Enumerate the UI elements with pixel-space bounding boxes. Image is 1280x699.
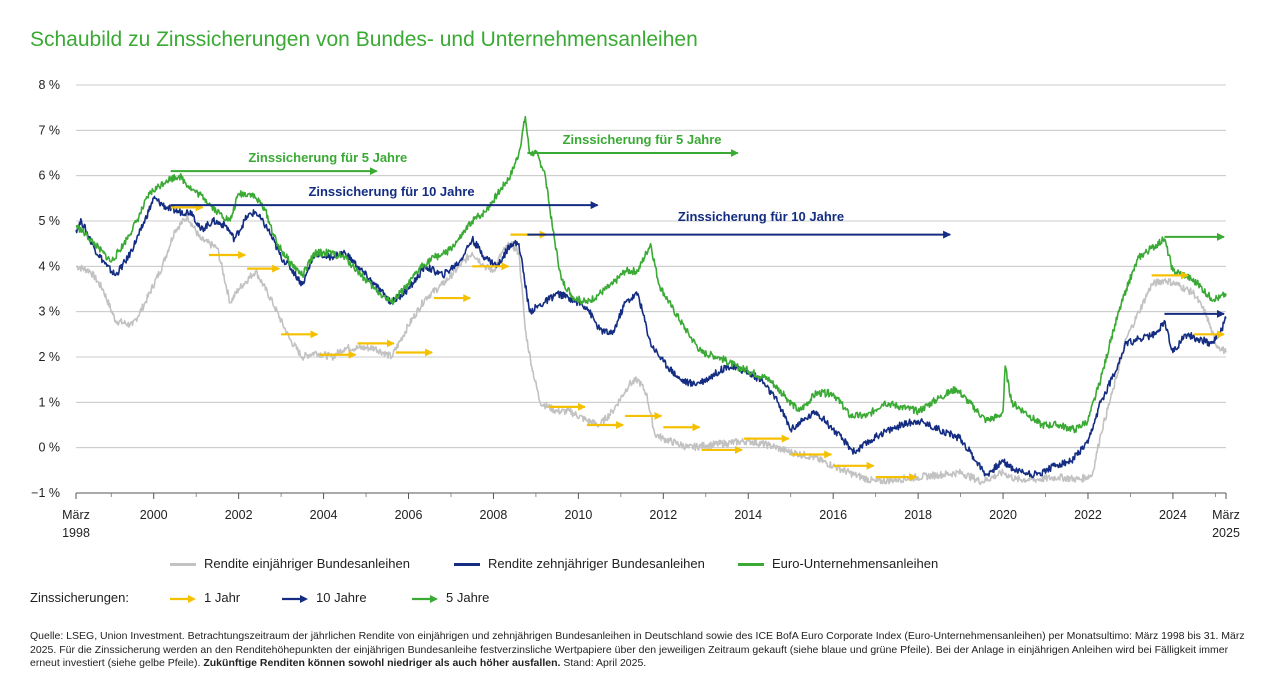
- x-tick-label: 2008: [480, 508, 508, 522]
- legend-item-zehnjaehrig: Rendite zehnjähriger Bundesanleihen: [454, 556, 705, 571]
- x-tick-label: 2016: [819, 508, 847, 522]
- annotation-label: Zinssicherung für 5 Jahre: [563, 132, 722, 147]
- legend-hedge-10jahre: 10 Jahre: [282, 590, 367, 605]
- x-tick-label: 2004: [310, 508, 338, 522]
- y-tick-label: 0 %: [38, 441, 60, 455]
- legend-hedge-label-1jahr: 1 Jahr: [204, 590, 241, 605]
- arrow-icon-yellow: [170, 594, 196, 603]
- series-line-einjaehrig: [75, 213, 1227, 486]
- x-tick-label: 2020: [989, 508, 1017, 522]
- legend-swatch-green: [738, 563, 764, 567]
- y-tick-label: 3 %: [38, 305, 60, 319]
- legend-hedge-label-10jahre: 10 Jahre: [316, 590, 367, 605]
- x-tick-label: 2018: [904, 508, 932, 522]
- x-tick-label: 2024: [1159, 508, 1187, 522]
- y-tick-label: 4 %: [38, 259, 60, 273]
- legend-swatch-blue: [454, 563, 480, 567]
- x-tick-label: 2006: [395, 508, 423, 522]
- y-tick-label: 1 %: [38, 395, 60, 409]
- y-tick-label: 6 %: [38, 169, 60, 183]
- chart-title: Schaubild zu Zinssicherungen von Bundes-…: [30, 28, 698, 51]
- x-tick-label: 2002: [225, 508, 253, 522]
- x-tick-label-year: 1998: [62, 526, 90, 540]
- x-tick-label: 2012: [649, 508, 677, 522]
- y-tick-label: 2 %: [38, 350, 60, 364]
- series-line-zehnjaehrig: [75, 195, 1227, 479]
- legend-label-zehnjaehrig: Rendite zehnjähriger Bundesanleihen: [488, 556, 705, 571]
- legend-hedge-1jahr: 1 Jahr: [170, 590, 240, 605]
- y-tick-label: 5 %: [38, 214, 60, 228]
- legend-label-einjaehrig: Rendite einjähriger Bundesanleihen: [204, 556, 410, 571]
- x-tick-label-year: 2025: [1212, 526, 1240, 540]
- arrow-icon-green: [412, 594, 438, 603]
- legend-item-euro: Euro-Unternehmensanleihen: [738, 556, 938, 571]
- x-tick-label: 2014: [734, 508, 762, 522]
- y-tick-label: −1 %: [31, 486, 60, 500]
- annotation-label: Zinssicherung für 5 Jahre: [248, 150, 407, 165]
- y-tick-label: 7 %: [38, 123, 60, 137]
- legend-hedge-5jahre: 5 Jahre: [412, 590, 489, 605]
- legend-hedges-title: Zinssicherungen:: [30, 590, 129, 605]
- source-note: Quelle: LSEG, Union Investment. Betracht…: [30, 630, 1255, 671]
- legend-swatch-gray: [170, 563, 196, 567]
- annotation-label: Zinssicherung für 10 Jahre: [678, 209, 844, 224]
- series-line-euro: [75, 115, 1227, 434]
- source-disclaimer: Zukünftige Renditen können sowohl niedri…: [203, 657, 561, 669]
- legend-hedge-label-5jahre: 5 Jahre: [446, 590, 490, 605]
- x-tick-label: März: [1212, 508, 1240, 522]
- legend-label-euro: Euro-Unternehmensanleihen: [772, 556, 939, 571]
- source-date: Stand: April 2025.: [563, 657, 647, 669]
- line-chart: −1 % 0 % 1 % 2 % 3 % 4 % 5 % 6 % 7 % 8 % März 1998 2…: [31, 78, 1240, 540]
- legend-item-einjaehrig: Rendite einjähriger Bundesanleihen: [170, 556, 410, 571]
- annotation-label: Zinssicherung für 10 Jahre: [308, 184, 474, 199]
- x-tick-label: 2022: [1074, 508, 1102, 522]
- x-tick-label: März: [62, 508, 90, 522]
- y-tick-label: 8 %: [38, 78, 60, 92]
- arrow-icon-blue: [282, 594, 308, 603]
- x-tick-label: 2010: [564, 508, 592, 522]
- x-tick-label: 2000: [140, 508, 168, 522]
- source-text: Quelle: LSEG, Union Investment. Betracht…: [30, 630, 1245, 669]
